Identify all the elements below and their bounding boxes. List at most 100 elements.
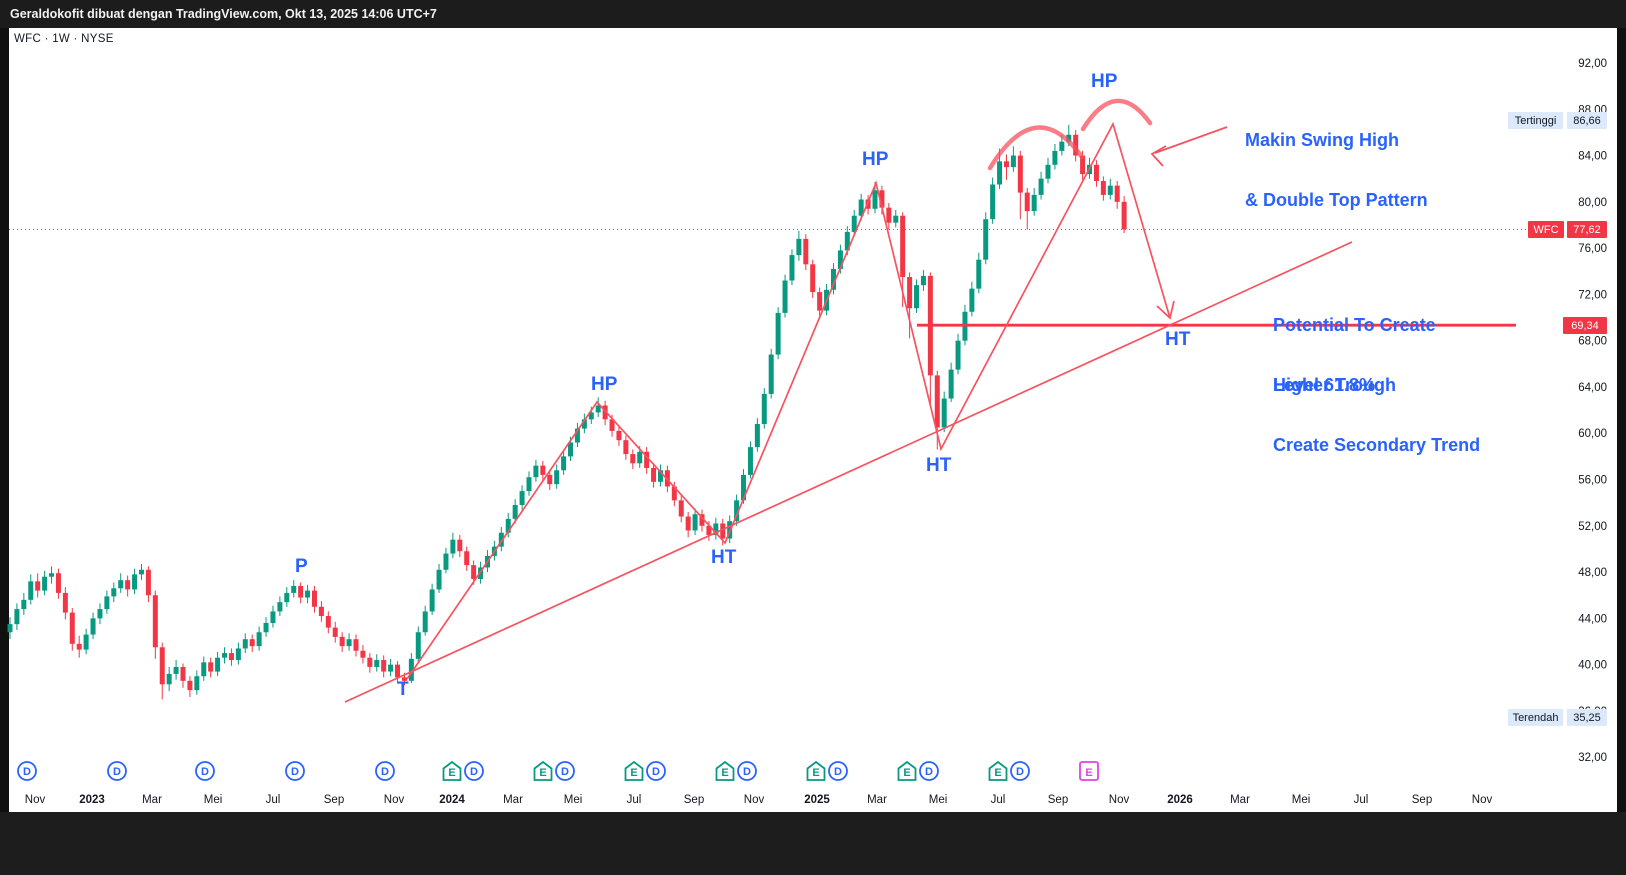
candle-body xyxy=(76,643,82,650)
candle-body xyxy=(893,215,899,223)
candle-body xyxy=(28,581,34,600)
svg-text:D: D xyxy=(113,766,121,778)
year-label: 2024 xyxy=(439,794,465,806)
candle-body xyxy=(678,500,684,517)
candle-body xyxy=(436,569,442,590)
candle-body xyxy=(298,585,304,598)
candle-body xyxy=(353,639,359,651)
candle-body xyxy=(1066,134,1072,142)
candle-body xyxy=(1052,150,1058,165)
candle-body xyxy=(284,592,290,603)
candle-body xyxy=(803,238,809,265)
candle-body xyxy=(789,255,795,281)
label-ht-2: HT xyxy=(926,455,952,476)
month-label: Sep xyxy=(684,794,704,806)
y-tick: 32,00 xyxy=(1578,752,1607,764)
candle-body xyxy=(547,474,553,485)
candle-body xyxy=(948,369,954,399)
candle-body xyxy=(609,419,615,431)
pointer-arrow xyxy=(1154,126,1228,154)
month-label: Mar xyxy=(1230,794,1250,806)
candle-body xyxy=(1045,164,1051,179)
candle-body xyxy=(997,161,1003,185)
pointer-arrowhead-icon xyxy=(1150,145,1167,167)
candle-body xyxy=(118,580,124,589)
candle-body xyxy=(602,405,608,420)
candle-body xyxy=(651,467,657,482)
month-label: Mei xyxy=(1292,794,1311,806)
dividend-icon xyxy=(464,761,484,781)
candle-body xyxy=(616,430,622,441)
attribution-bar: Geraldokofit dibuat dengan TradingView.c… xyxy=(0,0,1626,28)
chart-panel xyxy=(9,28,1617,812)
y-tick: 56,00 xyxy=(1578,475,1607,487)
svg-text:D: D xyxy=(470,766,478,778)
candle-body xyxy=(1031,194,1037,212)
candle-body xyxy=(311,590,317,607)
candle-body xyxy=(180,666,186,681)
footer-bar: TradingView xyxy=(0,812,1626,875)
y-tick: 76,00 xyxy=(1578,243,1607,255)
candle-body xyxy=(222,653,228,658)
highest-price-value: 86,66 xyxy=(1567,112,1607,129)
trendline xyxy=(344,241,1353,703)
candle-body xyxy=(339,636,345,647)
y-tick: 92,00 xyxy=(1578,58,1607,70)
earnings-icon xyxy=(442,760,462,781)
candle-body xyxy=(934,375,940,428)
candle-body xyxy=(983,219,989,260)
candle-body xyxy=(574,428,580,443)
level-price-value: 69,34 xyxy=(1563,317,1607,334)
y-tick: 72,00 xyxy=(1578,289,1607,301)
candle-body xyxy=(429,589,435,612)
candle-body xyxy=(1038,178,1044,195)
svg-text:D: D xyxy=(201,766,209,778)
symbol-price-badge: WFC xyxy=(1528,221,1564,238)
candle-body xyxy=(138,569,144,575)
month-label: Nov xyxy=(25,794,46,806)
double-top-arc xyxy=(987,125,1085,171)
upcoming-earnings-icon xyxy=(1079,761,1099,781)
month-label: Nov xyxy=(744,794,765,806)
candle-body xyxy=(422,611,428,633)
candle-body xyxy=(1024,192,1030,212)
dividend-icon xyxy=(107,761,127,781)
candle-body xyxy=(263,622,269,633)
dividend-icon xyxy=(828,761,848,781)
month-label: Nov xyxy=(1472,794,1493,806)
dividend-icon xyxy=(17,761,37,781)
candle-body xyxy=(305,590,311,598)
svg-text:E: E xyxy=(721,767,728,779)
candle-body xyxy=(706,525,712,536)
candle-body xyxy=(588,412,594,420)
price-chart[interactable]: 92,0088,0084,0080,0076,0072,0068,0064,00… xyxy=(0,0,1626,812)
candle-body xyxy=(830,268,836,290)
note-higher-trough: Potential To Create Higher Trough xyxy=(1273,315,1436,395)
dividend-icon xyxy=(919,761,939,781)
candle-body xyxy=(256,632,262,647)
candle-body xyxy=(69,612,75,644)
candle-body xyxy=(159,647,165,685)
label-hp-1: HP xyxy=(591,374,618,395)
candle-body xyxy=(713,523,719,536)
label-ht-1: HT xyxy=(711,547,737,568)
candle-body xyxy=(851,215,857,232)
candle-body xyxy=(741,474,747,501)
attribution-text: Geraldokofit dibuat dengan TradingView.c… xyxy=(10,7,437,21)
candle-body xyxy=(235,648,241,661)
zigzag-arrowhead-icon xyxy=(1156,300,1175,320)
year-label: 2025 xyxy=(804,794,830,806)
candle-body xyxy=(1100,181,1106,195)
candle-body xyxy=(395,664,401,678)
note-double-top: Makin Swing High & Double Top Pattern xyxy=(1245,130,1428,210)
candle-body xyxy=(775,312,781,355)
dividend-icon xyxy=(1010,761,1030,781)
earnings-icon xyxy=(533,760,553,781)
candle-body xyxy=(325,616,331,628)
dividend-icon xyxy=(375,761,395,781)
month-label: Mei xyxy=(204,794,223,806)
candle-body xyxy=(554,470,560,485)
svg-text:D: D xyxy=(925,766,933,778)
candle-body xyxy=(374,660,380,667)
candle-body xyxy=(914,285,920,309)
